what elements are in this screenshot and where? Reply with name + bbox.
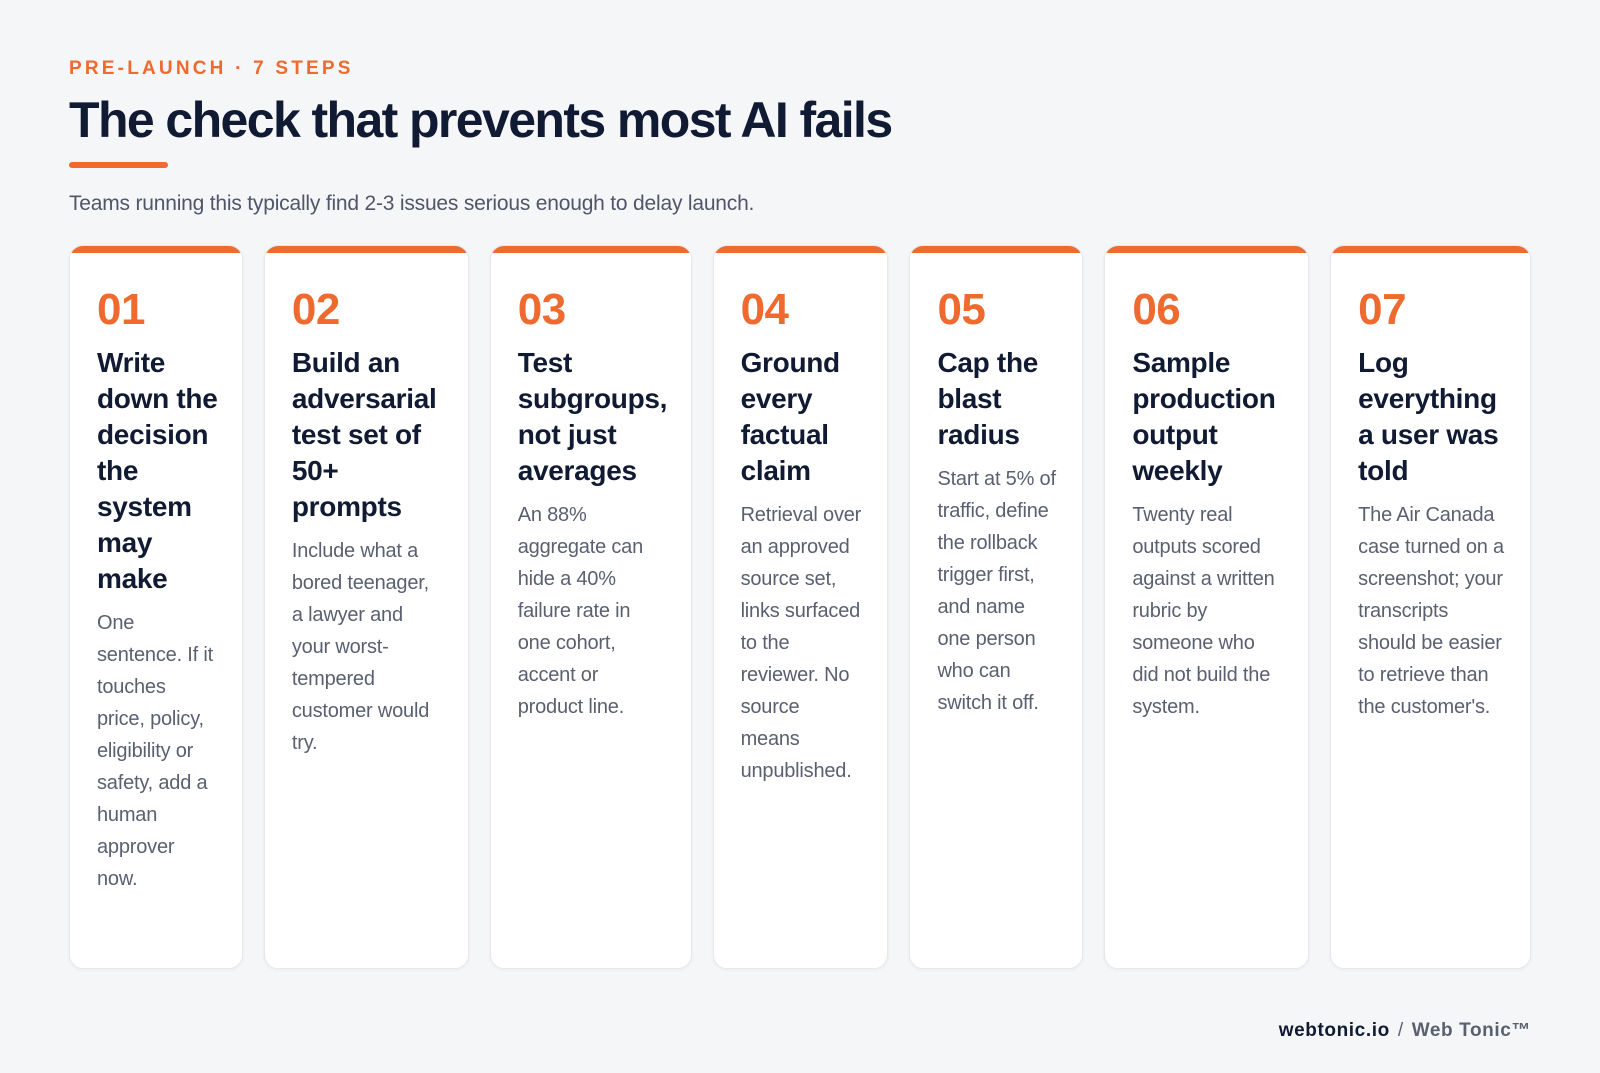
- step-number: 03: [517, 285, 566, 334]
- step-title: Sample production output weekly: [1132, 347, 1276, 486]
- step-title: Cap the blast radius: [937, 347, 1039, 450]
- footer-credit: webtonic.io / Web Tonic™: [1279, 1020, 1531, 1042]
- step-number: 07: [1358, 285, 1407, 334]
- step-number: 05: [937, 285, 986, 334]
- step-title: Log everything a user was told: [1358, 347, 1499, 486]
- page-title: The check that prevents most AI fails: [69, 92, 893, 148]
- step-number: 06: [1132, 285, 1181, 334]
- step-card-5: 05 Cap the blast radius Start at 5% of t…: [909, 245, 1084, 969]
- title-accent-rule: [69, 162, 168, 168]
- step-description: The Air Canada case turned on a screensh…: [1358, 504, 1504, 718]
- step-description: An 88% aggregate can hide a 40% failure …: [517, 504, 643, 718]
- eyebrow-label: PRE-LAUNCH · 7 STEPS: [69, 58, 354, 79]
- step-card-1: 01 Write down the decision the system ma…: [69, 245, 243, 969]
- step-title: Write down the decision the system may m…: [97, 347, 218, 594]
- footer-site: webtonic.io: [1278, 1020, 1390, 1041]
- step-card-6: 06 Sample production output weekly Twent…: [1104, 245, 1310, 969]
- step-number: 01: [97, 285, 145, 334]
- step-card-7: 07 Log everything a user was told The Ai…: [1330, 245, 1531, 969]
- step-description: One sentence. If it touches price, polic…: [97, 612, 213, 890]
- step-number: 04: [740, 285, 789, 334]
- steps-list: 01 Write down the decision the system ma…: [69, 245, 1531, 969]
- step-title: Test subgroups, not just averages: [517, 347, 668, 486]
- footer-brand: Web Tonic™: [1411, 1020, 1531, 1041]
- step-description: Start at 5% of traffic, define the rollb…: [937, 468, 1056, 714]
- step-description: Retrieval over an approved source set, l…: [740, 504, 862, 782]
- step-card-4: 04 Ground every factual claim Retrieval …: [712, 245, 889, 969]
- step-description: Twenty real outputs scored against a wri…: [1132, 504, 1275, 718]
- step-description: Include what a bored teenager, a lawyer …: [291, 540, 430, 754]
- step-title: Ground every factual claim: [740, 347, 841, 486]
- step-title: Build an adversarial test set of 50+ pro…: [291, 347, 437, 522]
- step-card-2: 02 Build an adversarial test set of 50+ …: [263, 245, 469, 969]
- step-number: 02: [291, 285, 340, 334]
- step-card-3: 03 Test subgroups, not just averages An …: [489, 245, 692, 969]
- footer-separator: /: [1397, 1020, 1404, 1041]
- page-subtitle: Teams running this typically find 2-3 is…: [69, 192, 755, 215]
